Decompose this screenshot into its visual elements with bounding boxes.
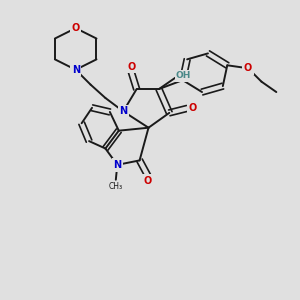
Text: O: O [72,23,80,33]
Text: O: O [144,176,152,186]
Text: CH₃: CH₃ [109,182,123,191]
Text: N: N [119,106,127,116]
Text: OH: OH [176,71,191,80]
Text: O: O [244,63,252,73]
Text: O: O [127,62,135,72]
Text: O: O [188,103,196,113]
Text: CH₃: CH₃ [109,182,123,191]
Text: N: N [113,160,122,170]
Text: N: N [72,65,80,75]
Text: O: O [127,62,135,72]
Text: O: O [188,103,196,113]
Text: OH: OH [176,71,191,80]
Text: O: O [72,23,80,33]
Text: O: O [144,176,152,186]
Text: N: N [119,106,127,116]
Text: N: N [113,160,122,170]
Text: O: O [244,63,252,73]
Text: N: N [72,65,80,75]
